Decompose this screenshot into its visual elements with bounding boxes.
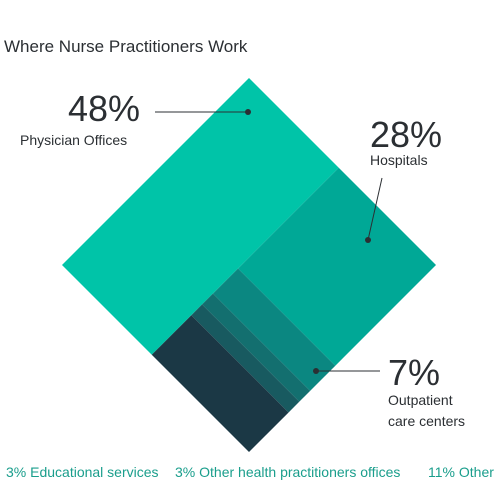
value-label: 11%	[428, 464, 455, 480]
value-label: 48%	[68, 88, 141, 129]
legend-item: 3% Educational services	[6, 464, 159, 480]
leader-dot	[313, 368, 319, 374]
value-label: 3%	[6, 464, 27, 480]
series-label: Hospitals	[370, 152, 428, 168]
segment	[191, 304, 300, 413]
segment	[202, 293, 311, 402]
chart-title: Where Nurse Practitioners Work	[4, 37, 248, 56]
legend-item: 3% Other health practitioners offices	[175, 464, 400, 480]
series-label: Physician Offices	[20, 132, 128, 148]
value-label: 7%	[388, 352, 441, 393]
series-label: Educational services	[30, 464, 159, 480]
segment	[62, 78, 339, 355]
segment	[151, 315, 289, 452]
leader-line	[367, 177, 383, 241]
segment	[212, 268, 336, 391]
leader-dot	[365, 237, 371, 243]
value-label: 3%	[175, 464, 196, 480]
legend-item: 11% Other	[428, 464, 494, 480]
value-label: 28%	[370, 114, 443, 155]
segment	[238, 167, 436, 366]
series-label: Outpatient care centers	[388, 392, 466, 429]
leader-dot	[245, 109, 251, 115]
series-label: Other health practitioners offices	[199, 464, 401, 480]
series-label: Other	[458, 464, 494, 480]
